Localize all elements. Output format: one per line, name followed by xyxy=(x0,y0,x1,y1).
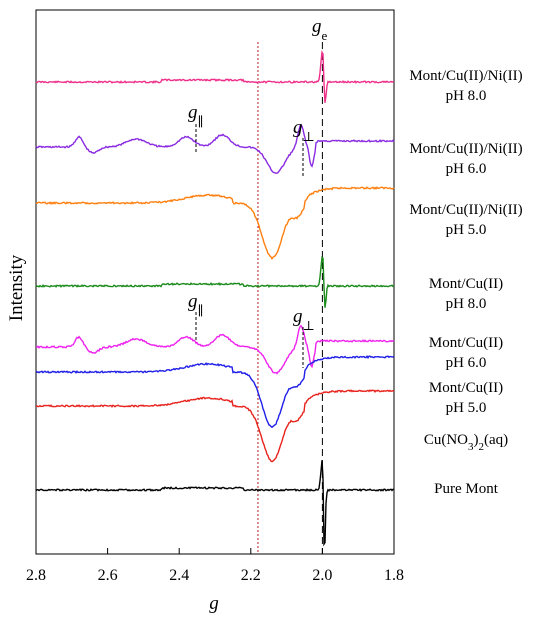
series-label: Pure Mont xyxy=(434,481,499,497)
series-line xyxy=(35,186,395,261)
g-annotation: g⊥ xyxy=(293,306,315,333)
g-annotation-subscript: ⊥ xyxy=(303,129,315,144)
series-label: Mont/Cu(II)/Ni(II) xyxy=(409,141,522,157)
series-label-ph: pH 5.0 xyxy=(446,400,487,416)
series-label: Mont/Cu(II) xyxy=(429,335,503,351)
series-label-subscript: 3 xyxy=(468,441,474,453)
x-tick-label: 2.4 xyxy=(169,567,189,584)
g-annotation: ge xyxy=(312,16,328,43)
series-label-ph: pH 8.0 xyxy=(446,88,487,104)
series-label-ph: pH 5.0 xyxy=(446,222,487,238)
y-axis-title: Intensity xyxy=(6,254,27,321)
g-annotation-subscript: ⊥ xyxy=(303,318,315,333)
series-label: Mont/Cu(II)/Ni(II) xyxy=(409,68,522,84)
series-label-subscript: 2 xyxy=(479,441,485,453)
series-line xyxy=(35,354,395,429)
x-tick-label: 2.6 xyxy=(98,567,118,584)
series-line xyxy=(35,256,395,308)
x-axis-title: g xyxy=(209,593,219,614)
x-tick-label: 2.8 xyxy=(26,567,46,584)
series-label: Mont/Cu(II) xyxy=(429,380,503,396)
series-line xyxy=(35,50,395,103)
series-line xyxy=(36,389,395,463)
series-label-ph: pH 6.0 xyxy=(446,355,487,371)
series-line xyxy=(35,460,395,547)
reference-lines xyxy=(257,42,323,554)
series-label-part: ) xyxy=(474,432,479,448)
g-annotation-subscript: e xyxy=(322,28,328,43)
g-annotation-subscript: ∥ xyxy=(198,303,204,318)
plot-frame xyxy=(35,9,395,555)
g-annotation-subscript: ∥ xyxy=(198,114,204,129)
x-axis-ticks: 2.8 2.6 2.4 2.2 2.0 1.8 xyxy=(26,548,404,584)
series-label-ph: pH 6.0 xyxy=(446,161,487,177)
x-tick-label: 2.2 xyxy=(241,567,261,584)
series-labels: Mont/Cu(II)/Ni(II) pH 8.0 Mont/Cu(II)/Ni(I… xyxy=(409,68,522,497)
traces xyxy=(35,50,395,547)
series-label: Cu(NO3)2(aq) xyxy=(424,432,508,453)
series-line xyxy=(35,123,395,175)
series-label: Mont/Cu(II)/Ni(II) xyxy=(409,202,522,218)
series-label-part: (aq) xyxy=(484,432,508,448)
x-tick-label: 2.0 xyxy=(312,567,332,584)
series-line xyxy=(35,324,395,375)
series-label-ph: pH 8.0 xyxy=(446,296,487,312)
x-tick-label: 1.8 xyxy=(384,567,404,584)
series-label: Mont/Cu(II) xyxy=(429,276,503,292)
